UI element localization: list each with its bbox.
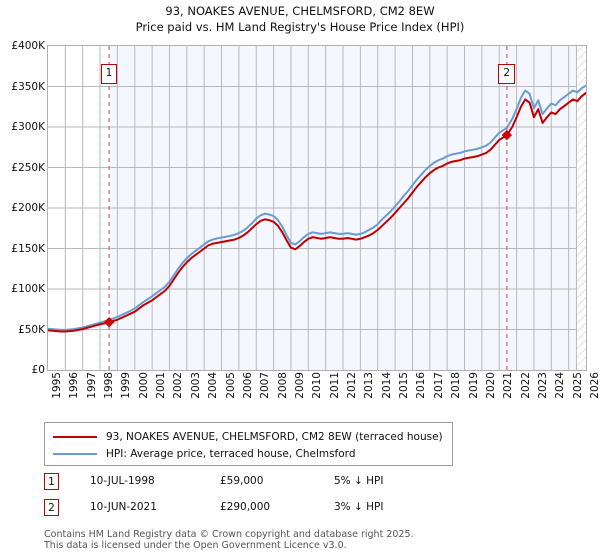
title-line-2: Price paid vs. HM Land Registry's House … [135,20,465,34]
title-line-1: 93, NOAKES AVENUE, CHELMSFORD, CM2 8EW [165,4,435,18]
x-axis-tick-label: 2004 [207,372,220,399]
y-axis: £0 £50K £100K £150K £200K £250K £300K £350K £400… [0,40,45,376]
x-axis-tick-label: 2008 [276,372,289,399]
y-axis-tick-label: £300K [11,121,45,133]
transaction-hpi-delta: 3% ↓ HPI [334,501,384,513]
y-axis-tick-label: £0 [31,364,45,376]
x-axis-tick-label: 2014 [380,372,393,399]
y-axis-tick-label: £250K [11,161,45,174]
x-axis-tick-label: 2019 [467,372,480,399]
y-axis-tick-label: £100K [11,283,45,295]
x-axis: 1995 1996 1997 1998 1999 2000 2001 2002 2003 2004… [47,372,600,412]
x-axis-tick-label: 1995 [51,372,63,399]
x-axis-tick-label: 2007 [259,372,272,399]
x-axis-tick-label: 1998 [103,372,116,399]
y-axis-tick-label: £50K [18,323,45,336]
footer-line-1: Contains HM Land Registry data © Crown c… [44,529,414,540]
x-axis-tick-label: 2012 [346,372,359,399]
status-badge: 1 [44,473,59,490]
chart-marker-2: 2 [498,64,516,84]
x-axis-tick-label: 2002 [172,372,185,399]
x-axis-tick-label: 2016 [415,372,428,399]
x-axis-tick-label: 2021 [502,372,515,399]
table-row: 2 10-JUN-2021 £290,000 3% ↓ HPI [44,498,464,524]
legend-label-hpi: HPI: Average price, terraced house, Chel… [106,447,356,460]
x-axis-tick-label: 2000 [137,372,150,399]
x-axis-tick-label: 2022 [519,372,532,399]
footer-attribution: Contains HM Land Registry data © Crown c… [44,529,564,551]
x-axis-tick-label: 2005 [224,372,237,399]
x-axis-tick-label: 2023 [536,372,549,399]
y-axis-tick-label: £350K [11,80,45,93]
plot-area [47,45,587,371]
legend-swatch-price-paid [53,435,97,438]
transactions-table: 1 10-JUL-1998 £59,000 5% ↓ HPI 2 10-JUN-… [44,472,464,524]
transaction-price: £59,000 [220,475,264,487]
page-title: 93, NOAKES AVENUE, CHELMSFORD, CM2 8EW P… [0,3,600,35]
x-axis-tick-label: 1999 [120,372,133,399]
chart-legend: 93, NOAKES AVENUE, CHELMSFORD, CM2 8EW (… [44,422,453,466]
x-axis-tick-label: 2026 [589,372,600,399]
legend-item-hpi: HPI: Average price, terraced house, Chel… [53,445,444,462]
y-axis-tick-label: £400K [11,40,45,52]
x-axis-tick-label: 2020 [484,372,497,399]
x-axis-tick-label: 2013 [363,372,376,399]
y-axis-tick-label: £150K [11,242,45,255]
transaction-price: £290,000 [220,501,271,513]
x-axis-tick-label: 2011 [328,372,341,399]
x-axis-tick-label: 2006 [241,372,254,399]
footer-line-2: This data is licensed under the Open Gov… [44,540,347,551]
status-badge: 2 [44,499,59,516]
transaction-date: 10-JUN-2021 [90,501,157,513]
x-axis-tick-label: 2024 [554,372,567,399]
chart-svg [48,46,586,370]
legend-label-price-paid: 93, NOAKES AVENUE, CHELMSFORD, CM2 8EW (… [106,430,443,443]
x-axis-tick-label: 2003 [189,372,202,399]
transaction-date: 10-JUL-1998 [90,475,155,487]
x-axis-tick-label: 1997 [85,372,98,399]
x-axis-tick-label: 2015 [398,372,411,399]
legend-swatch-hpi [53,452,97,455]
x-axis-tick-label: 2009 [293,372,306,399]
x-axis-tick-label: 1996 [68,372,81,399]
legend-item-price-paid: 93, NOAKES AVENUE, CHELMSFORD, CM2 8EW (… [53,428,444,445]
x-axis-tick-label: 2025 [571,372,584,399]
table-row: 1 10-JUL-1998 £59,000 5% ↓ HPI [44,472,464,498]
x-axis-tick-label: 2001 [155,372,168,399]
chart-marker-1: 1 [100,64,118,84]
x-axis-tick-label: 2017 [432,372,445,399]
x-axis-tick-label: 2018 [450,372,463,399]
y-axis-tick-label: £200K [11,202,45,214]
x-axis-tick-label: 2010 [311,372,324,399]
transaction-hpi-delta: 5% ↓ HPI [334,475,384,487]
